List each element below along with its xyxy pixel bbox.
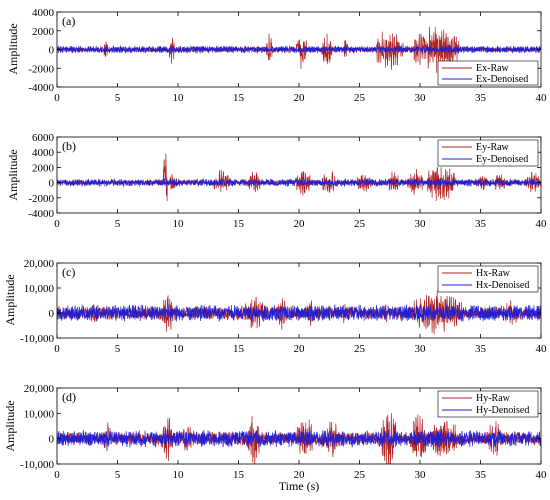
panel-b-x-tick-label: 25	[354, 218, 366, 230]
panel-c-y-tick-label: 20,000	[24, 258, 55, 270]
panel-b-y-tick-label: 4000	[32, 147, 55, 159]
panel-b-y-tick-label: 6000	[32, 132, 55, 144]
panel-b-y-tick-label: -4000	[28, 208, 54, 220]
panel-d-x-tick-label: 15	[233, 469, 245, 481]
panel-a-y-tick-label: 2000	[32, 26, 55, 38]
panel-b-label: (b)	[62, 139, 76, 153]
panel-d-x-tick-label: 25	[354, 469, 366, 481]
panel-a-legend-box	[437, 60, 539, 86]
panel-b: 0 5 10 15 20 25 30 35 40-4000-20000200040006000 …	[6, 132, 547, 230]
panel-d-y-tick-label: 20,000	[24, 383, 55, 395]
panel-c-series-denoised	[57, 304, 541, 322]
panel-d-x-tick-label: 5	[115, 469, 121, 481]
panel-b-x-tick-label: 20	[294, 218, 306, 230]
panel-d-x-tick-label: 30	[415, 469, 427, 481]
panel-c-x-tick-label: 40	[536, 343, 548, 355]
panel-d-x-tick-label: 20	[294, 469, 306, 481]
panel-a-x-tick-label: 35	[475, 92, 487, 104]
panel-d-legend: Hy-Raw Hy-Denoised	[437, 390, 539, 418]
panel-c-x-tick-label: 0	[54, 343, 60, 355]
panel-d-legend-denoised-label: Hy-Denoised	[476, 405, 529, 416]
panel-b-legend-box	[437, 139, 539, 167]
panel-b-x-tick-label: 35	[475, 218, 487, 230]
panel-c-x-tick-label: 30	[415, 343, 427, 355]
panel-c-traces	[57, 290, 541, 335]
panel-d-y-tick-label: 0	[49, 434, 55, 446]
panel-b-traces	[57, 153, 541, 202]
panel-b-ticks: 0 5 10 15 20 25 30 35 40 -4000 -2000 0 2000 4000 6000	[28, 132, 547, 230]
panel-b-x-tick-label: 30	[415, 218, 427, 230]
panel-a-x-tick-label: 15	[233, 92, 245, 104]
panel-b-y-tick-label: -2000	[28, 193, 54, 205]
panel-c-y-axis-label: Amplitude	[3, 274, 17, 325]
panel-a-legend-denoised-label: Ex-Denoised	[476, 74, 528, 85]
panel-b-y-tick-label: 0	[49, 178, 55, 190]
panel-a-y-tick-label: 4000	[32, 7, 55, 19]
panel-d-x-tick-label: 35	[475, 469, 487, 481]
panel-a-x-tick-label: 0	[54, 92, 60, 104]
panel-a-legend-raw-label: Ex-Raw	[476, 63, 510, 74]
panel-a-label: (a)	[62, 14, 75, 28]
panel-c-x-tick-label: 15	[233, 343, 245, 355]
panel-c-label: (c)	[62, 265, 75, 279]
panel-a-y-tick-label: -2000	[28, 63, 54, 75]
panel-c-x-tick-label: 20	[294, 343, 306, 355]
panel-c-y-tick-label: 10,000	[24, 283, 55, 295]
panel-a-legend: Ex-Raw Ex-Denoised	[437, 60, 539, 86]
panel-d-legend-raw-label: Hy-Raw	[476, 393, 511, 404]
panel-d-label: (d)	[62, 390, 76, 404]
panel-c-legend: Hx-Raw Hx-Denoised	[437, 265, 539, 293]
panel-d-y-tick-label: 10,000	[24, 408, 55, 420]
panel-b-y-tick-label: 2000	[32, 162, 55, 174]
panel-c-x-tick-label: 35	[475, 343, 487, 355]
panel-a-x-tick-label: 20	[294, 92, 306, 104]
panel-c-x-tick-label: 5	[115, 343, 121, 355]
x-axis-label: Time (s)	[279, 479, 320, 493]
panel-a-x-tick-label: 25	[354, 92, 366, 104]
panel-b-x-tick-label: 10	[173, 218, 185, 230]
panel-c-legend-denoised-label: Hx-Denoised	[476, 280, 529, 291]
panel-c-legend-raw-label: Hx-Raw	[476, 268, 511, 279]
panel-b-x-tick-label: 0	[54, 218, 60, 230]
panel-d-x-tick-label: 40	[536, 469, 548, 481]
panel-d-legend-box	[437, 390, 539, 418]
panel-a-traces	[57, 26, 541, 73]
panel-a-y-tick-label: 0	[49, 45, 55, 57]
panel-a-x-tick-label: 5	[115, 92, 121, 104]
panel-d-x-tick-label: 10	[173, 469, 185, 481]
panel-b-legend-raw-label: Ey-Raw	[476, 142, 510, 153]
panel-c-y-tick-label: 0	[49, 308, 55, 320]
panel-b-x-tick-label: 5	[115, 218, 121, 230]
panel-b-y-axis-label: Amplitude	[6, 149, 20, 200]
panel-b-legend-denoised-label: Ey-Denoised	[476, 154, 528, 165]
panel-d-y-axis-label: Amplitude	[3, 400, 17, 451]
panel-c-x-tick-label: 25	[354, 343, 366, 355]
panel-d-traces	[57, 413, 541, 464]
panel-a-x-tick-label: 30	[415, 92, 427, 104]
panel-a-x-tick-label: 40	[536, 92, 548, 104]
panel-a-ticks: 0 5 10 15 20 25 30 35 40 -4000 -2000 0 2000 4000	[28, 7, 547, 104]
panel-c-y-tick-label: -10,000	[20, 333, 54, 345]
panel-d-series-denoised	[57, 429, 541, 448]
panel-c-x-tick-label: 10	[173, 343, 185, 355]
panel-d-y-tick-label: -10,000	[20, 459, 54, 471]
panel-b-x-tick-label: 15	[233, 218, 245, 230]
panel-a-y-axis-label: Amplitude	[6, 23, 20, 74]
panel-b-series-denoised	[57, 177, 541, 188]
panel-c-legend-box	[437, 265, 539, 293]
panel-b-x-tick-label: 40	[536, 218, 548, 230]
panel-b-legend: Ey-Raw Ey-Denoised	[437, 139, 539, 167]
panel-a-series-denoised	[57, 44, 541, 55]
panel-a-y-tick-label: -4000	[28, 82, 54, 94]
panel-a-x-tick-label: 10	[173, 92, 185, 104]
panel-d-x-tick-label: 0	[54, 469, 60, 481]
